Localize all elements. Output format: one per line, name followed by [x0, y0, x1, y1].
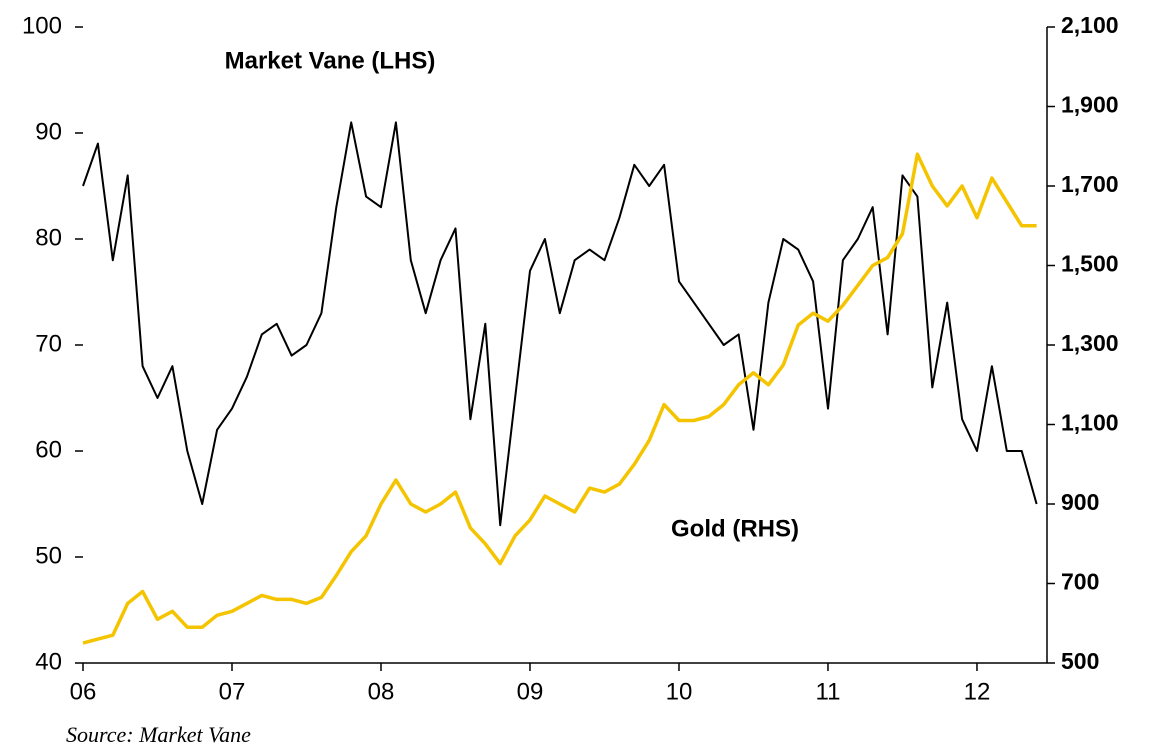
x-tick-label: 10 — [666, 678, 693, 705]
y-tick-label: 40 — [35, 648, 62, 675]
source-note: Source: Market Vane — [66, 722, 251, 747]
y-tick-label: 60 — [35, 436, 62, 463]
series-label: Gold (RHS) — [671, 515, 799, 542]
y2-tick-label: 700 — [1061, 569, 1099, 595]
y2-tick-label: 1,900 — [1061, 92, 1119, 118]
y2-tick-label: 500 — [1061, 648, 1099, 674]
y2-tick-label: 900 — [1061, 489, 1099, 515]
x-tick-label: 06 — [70, 678, 97, 705]
x-tick-label: 08 — [368, 678, 395, 705]
y-tick-label: 70 — [35, 330, 62, 357]
y2-tick-label: 1,100 — [1061, 410, 1119, 436]
series-label: Market Vane (LHS) — [225, 47, 436, 74]
series-line — [82, 121, 1038, 527]
y2-tick-label: 1,300 — [1061, 330, 1119, 356]
series-line — [82, 152, 1037, 645]
y2-tick-label: 1,500 — [1061, 251, 1119, 277]
x-tick-label: 12 — [964, 678, 991, 705]
x-tick-label: 11 — [816, 678, 841, 705]
y-tick-label: 80 — [35, 224, 62, 251]
y-tick-label: 100 — [22, 12, 62, 39]
x-tick-label: 07 — [219, 678, 246, 705]
y-tick-label: 90 — [35, 118, 62, 145]
x-tick-label: 09 — [517, 678, 544, 705]
y-tick-label: 50 — [35, 542, 62, 569]
y2-tick-label: 2,100 — [1061, 12, 1119, 38]
y2-tick-label: 1,700 — [1061, 171, 1119, 197]
